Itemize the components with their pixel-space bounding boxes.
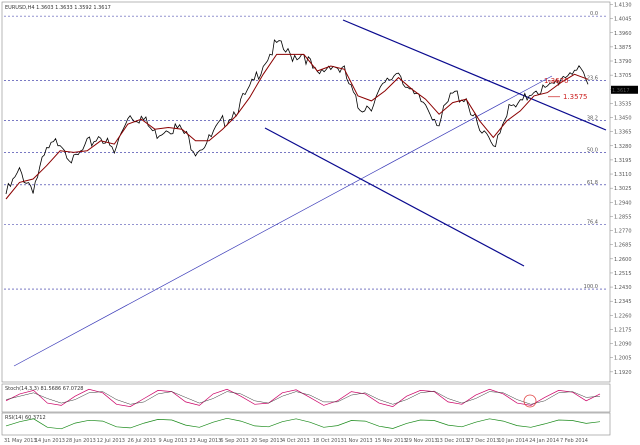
annotation-label: 1.3670 [544, 77, 569, 85]
price-tick-label: 1.3960 [614, 31, 632, 37]
rsi-panel-frame [1, 412, 611, 436]
stochastic-panel-frame [1, 383, 611, 413]
price-tick-label: 1.2175 [614, 327, 632, 333]
time-axis-label: 1 Nov 2013 [344, 438, 373, 444]
fib-level-label: 50.0 [587, 148, 598, 154]
support-trendline [13, 75, 553, 367]
fib-level-label: 38.2 [587, 116, 598, 122]
price-tick-label: 1.3535 [614, 101, 632, 107]
chart-title: EURUSD,H4 1.3603 1.3633 1.3592 1.3617 [5, 5, 111, 11]
price-series-line [5, 39, 589, 195]
time-axis-label: 29 Nov 2013 [406, 438, 438, 444]
time-axis-label: 10 Jan 2014 [498, 438, 528, 444]
price-tick-label: 1.3195 [614, 158, 632, 164]
price-tick-label: 1.2260 [614, 313, 632, 319]
time-axis-label: 24 Jan 2014 [529, 438, 559, 444]
time-axis-label: 7 Feb 2014 [560, 438, 588, 444]
price-tick-label: 1.3790 [614, 59, 632, 65]
main-panel-frame [1, 1, 611, 383]
time-axis-label: 12 Jul 2013 [97, 438, 125, 444]
fib-level-label: 61.8 [587, 180, 598, 186]
fib-level-label: 0.0 [590, 11, 598, 17]
time-axis-label: 20 Sep 2013 [251, 438, 283, 444]
stochastic-highlight-circle [523, 394, 537, 408]
time-axis-label: 31 May 2013 [4, 438, 37, 444]
current-price-tag [611, 85, 638, 94]
price-tick-label: 1.2430 [614, 285, 632, 291]
price-tick-label: 1.2855 [614, 214, 632, 220]
price-tick-label: 1.3110 [614, 172, 632, 178]
price-tick-label: 1.3875 [614, 45, 632, 51]
price-tick-label: 1.2770 [614, 229, 632, 235]
price-tick-label: 1.2090 [614, 342, 632, 348]
price-tick-label: 1.4045 [614, 17, 632, 23]
rsi-label: RSI(14) 60.3712 [5, 415, 46, 421]
time-axis-label: 26 Jul 2013 [128, 438, 156, 444]
current-price-label: 1.3617 [612, 88, 630, 94]
fib-level-label: 23.6 [587, 75, 598, 81]
stochastic-d-line [5, 390, 601, 405]
price-tick-label: 1.3365 [614, 130, 632, 136]
time-axis-label: 27 Dec 2013 [467, 438, 499, 444]
time-axis-label: 6 Sep 2013 [220, 438, 249, 444]
time-axis-label: 28 Jun 2013 [66, 438, 96, 444]
time-axis-label: 14 Jun 2013 [35, 438, 65, 444]
time-axis-label: 23 Aug 2013 [189, 438, 221, 444]
price-tick-label: 1.2005 [614, 356, 632, 362]
fib-level-label: 76.4 [587, 220, 598, 226]
price-tick-label: 1.2515 [614, 271, 632, 277]
stochastic-label: Stoch(14,3,3) 81.5686 67.0728 [5, 386, 83, 392]
price-tick-label: 1.2685 [614, 243, 632, 249]
price-tick-label: 1.2600 [614, 257, 632, 263]
price-tick-label: 1.2345 [614, 299, 632, 305]
time-axis-label: 9 Aug 2013 [158, 438, 187, 444]
rsi-line [5, 417, 601, 430]
time-axis-label: 18 Oct 2013 [313, 438, 344, 444]
fib-level-label: 100.0 [584, 284, 598, 290]
price-tick-label: 1.3450 [614, 116, 632, 122]
price-tick-label: 1.2940 [614, 200, 632, 206]
time-axis-label: 13 Dec 2013 [436, 438, 468, 444]
price-tick-label: 1.4130 [614, 2, 632, 8]
channel-upper-line [342, 19, 607, 131]
time-axis-label: 4 Oct 2013 [282, 438, 310, 444]
price-tick-label: 1.3280 [614, 144, 632, 150]
channel-lower-line [264, 127, 525, 267]
price-tick-label: 1.1920 [614, 370, 632, 376]
price-tick-label: 1.3705 [614, 73, 632, 79]
moving-average-line [5, 53, 589, 200]
price-tick-label: 1.3025 [614, 186, 632, 192]
time-axis-label: 15 Nov 2013 [375, 438, 407, 444]
annotation-label: 1.3575 [563, 93, 588, 101]
